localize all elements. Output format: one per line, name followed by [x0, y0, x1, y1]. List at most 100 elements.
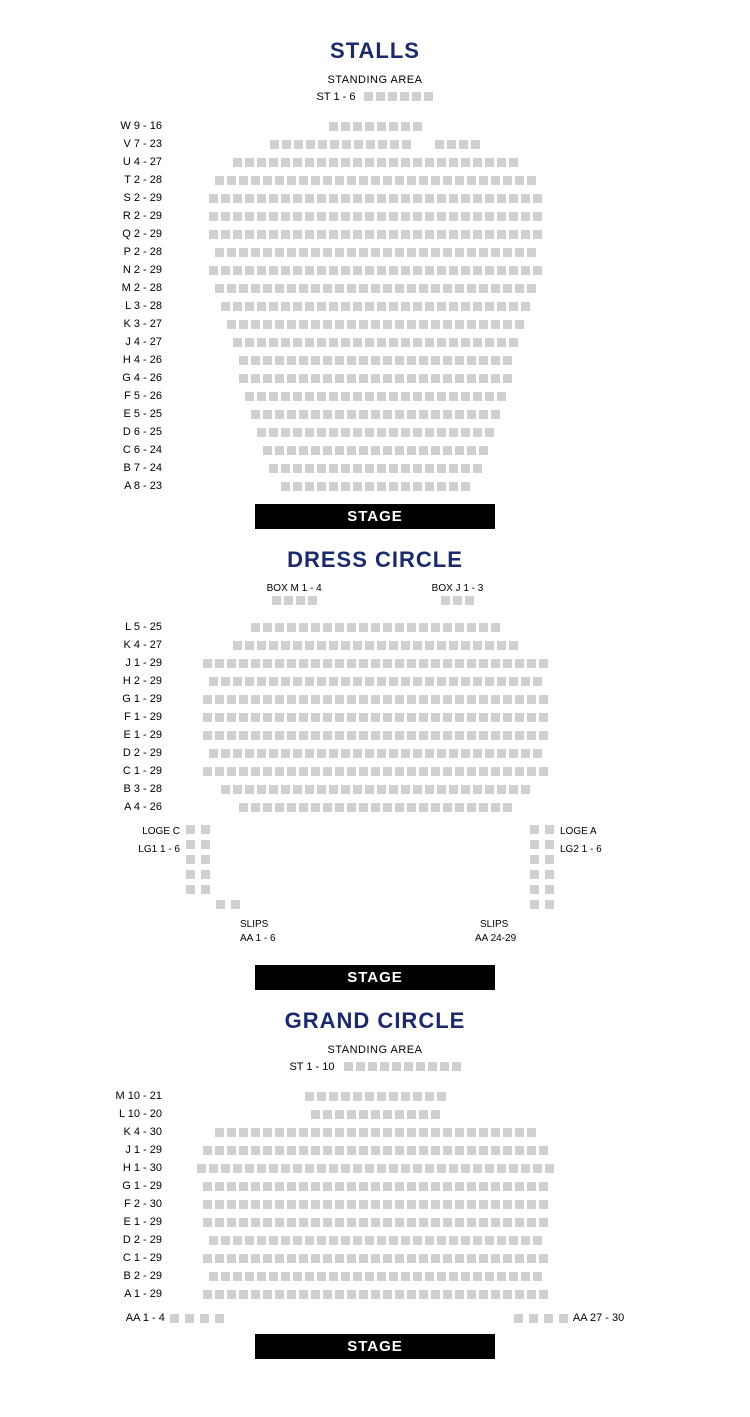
seat[interactable]	[473, 392, 482, 401]
seat[interactable]	[341, 212, 350, 221]
seat[interactable]	[401, 428, 410, 437]
seat[interactable]	[485, 785, 494, 794]
seat[interactable]	[281, 392, 290, 401]
seat[interactable]	[215, 1128, 224, 1137]
seat[interactable]	[461, 212, 470, 221]
seat[interactable]	[251, 1290, 260, 1299]
seat[interactable]	[221, 785, 230, 794]
seat[interactable]	[413, 1164, 422, 1173]
seat[interactable]	[287, 731, 296, 740]
seat[interactable]	[294, 140, 303, 149]
seat[interactable]	[365, 785, 374, 794]
seat[interactable]	[461, 266, 470, 275]
seat[interactable]	[257, 212, 266, 221]
seat[interactable]	[365, 641, 374, 650]
seat[interactable]	[275, 1200, 284, 1209]
seat[interactable]	[479, 248, 488, 257]
seat[interactable]	[311, 284, 320, 293]
seat[interactable]	[383, 713, 392, 722]
seat[interactable]	[335, 320, 344, 329]
seat[interactable]	[335, 248, 344, 257]
seat[interactable]	[467, 248, 476, 257]
seat[interactable]	[209, 1272, 218, 1281]
seat[interactable]	[509, 677, 518, 686]
seat[interactable]	[335, 731, 344, 740]
seat[interactable]	[437, 482, 446, 491]
seat[interactable]	[428, 1062, 437, 1071]
seat[interactable]	[503, 1146, 512, 1155]
seat[interactable]	[467, 320, 476, 329]
seat[interactable]	[491, 1200, 500, 1209]
seat[interactable]	[515, 713, 524, 722]
seat[interactable]	[497, 677, 506, 686]
seat[interactable]	[437, 266, 446, 275]
seat[interactable]	[491, 356, 500, 365]
seat[interactable]	[431, 356, 440, 365]
seat[interactable]	[455, 446, 464, 455]
seat[interactable]	[383, 1290, 392, 1299]
seat[interactable]	[392, 1062, 401, 1071]
seat[interactable]	[437, 428, 446, 437]
seat[interactable]	[533, 212, 542, 221]
seat[interactable]	[365, 230, 374, 239]
seat[interactable]	[514, 1314, 523, 1323]
seat[interactable]	[431, 446, 440, 455]
seat[interactable]	[479, 623, 488, 632]
seat[interactable]	[299, 1146, 308, 1155]
seat[interactable]	[281, 1236, 290, 1245]
seat[interactable]	[401, 266, 410, 275]
seat[interactable]	[365, 266, 374, 275]
seat[interactable]	[269, 1164, 278, 1173]
seat[interactable]	[317, 392, 326, 401]
seat[interactable]	[299, 176, 308, 185]
seat[interactable]	[371, 1218, 380, 1227]
seat[interactable]	[530, 840, 539, 849]
seat[interactable]	[485, 641, 494, 650]
seat[interactable]	[497, 230, 506, 239]
seat[interactable]	[447, 140, 456, 149]
seat[interactable]	[371, 1110, 380, 1119]
seat[interactable]	[323, 248, 332, 257]
seat[interactable]	[419, 659, 428, 668]
seat[interactable]	[407, 176, 416, 185]
seat[interactable]	[365, 677, 374, 686]
seat[interactable]	[503, 356, 512, 365]
seat[interactable]	[419, 176, 428, 185]
seat[interactable]	[347, 623, 356, 632]
seat[interactable]	[275, 446, 284, 455]
seat[interactable]	[371, 623, 380, 632]
seat[interactable]	[293, 194, 302, 203]
seat[interactable]	[527, 1290, 536, 1299]
seat[interactable]	[335, 1110, 344, 1119]
seat[interactable]	[509, 1272, 518, 1281]
seat[interactable]	[431, 284, 440, 293]
seat[interactable]	[186, 825, 195, 834]
seat[interactable]	[227, 767, 236, 776]
seat[interactable]	[473, 785, 482, 794]
seat[interactable]	[287, 356, 296, 365]
seat[interactable]	[317, 1272, 326, 1281]
seat[interactable]	[491, 695, 500, 704]
seat[interactable]	[269, 641, 278, 650]
seat[interactable]	[293, 212, 302, 221]
seat[interactable]	[251, 1254, 260, 1263]
seat[interactable]	[419, 1182, 428, 1191]
seat[interactable]	[491, 803, 500, 812]
seat[interactable]	[485, 677, 494, 686]
seat[interactable]	[395, 176, 404, 185]
seat[interactable]	[479, 374, 488, 383]
seat[interactable]	[455, 284, 464, 293]
seat[interactable]	[455, 410, 464, 419]
seat[interactable]	[231, 900, 240, 909]
seat[interactable]	[461, 1236, 470, 1245]
seat[interactable]	[311, 320, 320, 329]
seat[interactable]	[485, 1164, 494, 1173]
seat[interactable]	[257, 158, 266, 167]
seat[interactable]	[389, 122, 398, 131]
seat[interactable]	[275, 713, 284, 722]
seat[interactable]	[215, 1200, 224, 1209]
seat[interactable]	[521, 212, 530, 221]
seat[interactable]	[245, 641, 254, 650]
seat[interactable]	[425, 1164, 434, 1173]
seat[interactable]	[383, 356, 392, 365]
